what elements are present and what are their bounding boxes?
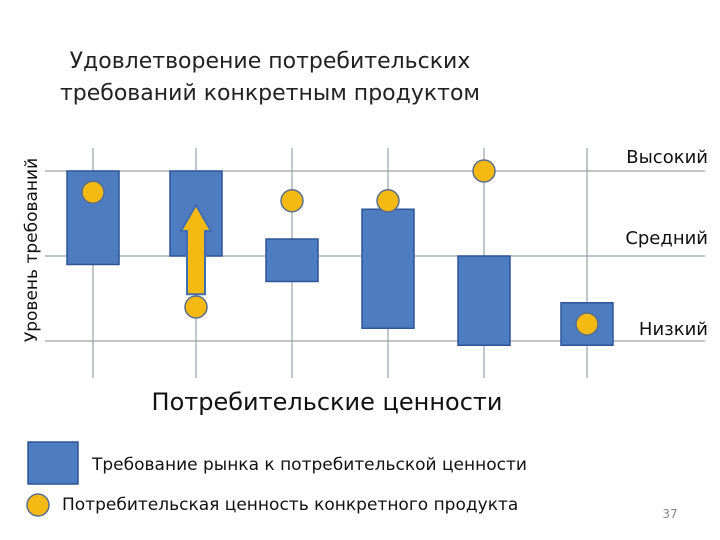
bar-3 (265, 238, 319, 283)
marker-3 (280, 189, 304, 213)
improvement-arrow (179, 202, 213, 296)
legend-bar-label: Требование рынка к потребительской ценно… (91, 455, 527, 475)
chart-title-line-1: Удовлетворение потребительских (70, 49, 471, 74)
marker-5 (472, 159, 496, 183)
bars (66, 170, 614, 346)
markers (81, 159, 599, 336)
bar-4 (361, 208, 415, 329)
marker-4 (376, 189, 400, 213)
chart-title-line-2: требований конкретным продуктом (60, 81, 480, 106)
arrow-group (179, 202, 213, 296)
level-label-mid: Средний (625, 228, 708, 249)
bar-5 (457, 255, 511, 346)
legend-marker-swatch (26, 493, 50, 517)
legend-bar-swatch (27, 441, 79, 485)
level-label-high: Высокий (626, 147, 708, 168)
marker-6 (575, 312, 599, 336)
legend-marker-label: Потребительская ценность конкретного про… (62, 495, 518, 515)
page-number: 37 (662, 507, 677, 521)
x-axis-label: Потребительские ценности (152, 388, 503, 416)
marker-1 (81, 180, 105, 204)
marker-2 (184, 295, 208, 319)
bar-6 (560, 302, 614, 346)
level-label-low: Низкий (639, 319, 708, 340)
y-axis-label: Уровень требований (22, 158, 42, 342)
